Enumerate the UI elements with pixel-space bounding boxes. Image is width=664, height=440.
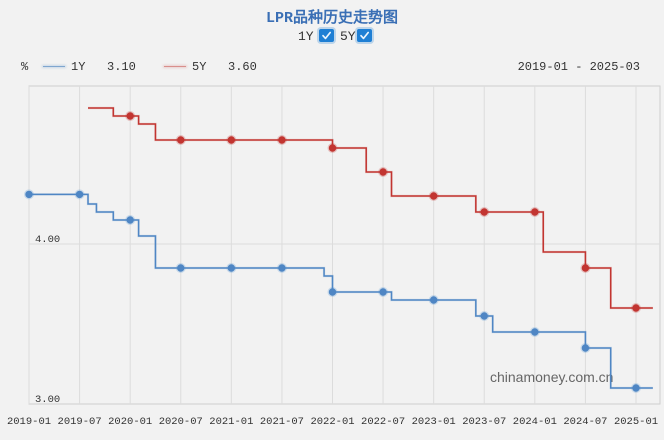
svg-text:2024-07: 2024-07 (563, 416, 607, 428)
svg-text:2023-07: 2023-07 (462, 416, 506, 428)
svg-text:chinamoney.com.cn: chinamoney.com.cn (490, 369, 613, 385)
svg-text:2023-01: 2023-01 (412, 416, 456, 428)
svg-text:2022-01: 2022-01 (310, 416, 354, 428)
svg-text:2020-07: 2020-07 (159, 416, 203, 428)
svg-text:4.00: 4.00 (35, 234, 60, 246)
svg-text:2025-01: 2025-01 (614, 416, 658, 428)
svg-text:2024-01: 2024-01 (513, 416, 557, 428)
svg-text:2021-07: 2021-07 (260, 416, 304, 428)
svg-text:2019-01: 2019-01 (7, 416, 51, 428)
svg-text:2020-01: 2020-01 (108, 416, 152, 428)
svg-text:2021-01: 2021-01 (209, 416, 253, 428)
svg-text:2022-07: 2022-07 (361, 416, 405, 428)
svg-text:2019-07: 2019-07 (58, 416, 102, 428)
svg-text:3.00: 3.00 (35, 394, 60, 406)
